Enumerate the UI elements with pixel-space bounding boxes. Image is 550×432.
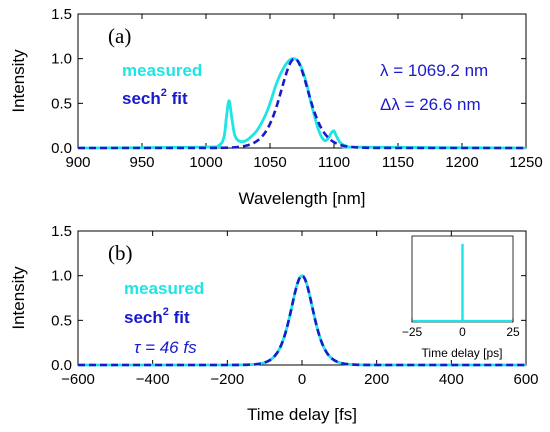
panel-b-legend-fit-sup: 2 xyxy=(163,306,169,318)
panel-a-legend-fit-suffix: fit xyxy=(167,89,188,108)
panel-a-y-ticks: 0.0 0.5 1.0 1.5 xyxy=(51,6,526,157)
panel-b-x-tick-label: 600 xyxy=(513,371,538,388)
panel-a-measured-line xyxy=(77,57,527,150)
panel-b-y-ticks: 0.0 0.5 1.0 1.5 xyxy=(51,223,526,374)
panel-b: 0.00.51.01.5 −600 −400 −200 0 200 400 600 (b) … xyxy=(9,223,539,424)
panel-a-x-ticks: 900 950 1000 1050 1100 1150 1200 1250 xyxy=(65,14,543,171)
panel-b-legend-fit-base: sech xyxy=(124,308,163,327)
panel-a-label: (a) xyxy=(108,24,131,48)
panel-b-y-tick-label: 0.0 xyxy=(51,357,72,374)
panel-b-legend-fit-suffix: fit xyxy=(169,308,190,327)
panel-a-y-label: Intensity xyxy=(9,49,28,113)
panel-a-x-tick-label: 1100 xyxy=(318,154,350,171)
panel-b-x-tick-label: −600 xyxy=(61,371,95,388)
panel-a-annotation-width: Δλ = 26.6 nm xyxy=(380,95,481,114)
panel-b-x-ticks: −600 −400 −200 0 200 400 600 xyxy=(61,231,539,388)
panel-a-x-tick-label: 1150 xyxy=(382,154,414,171)
panel-b-legend-fit: sech2 fit xyxy=(124,306,190,327)
panel-a-x-tick-label: 950 xyxy=(129,154,154,171)
panel-a-y-tick-label: 0.5 xyxy=(51,95,72,112)
panel-a-frame xyxy=(77,13,527,149)
panel-b-fit-line xyxy=(78,274,526,367)
panel-a-x-tick-label: 1050 xyxy=(253,154,286,171)
panel-a-legend-fit-base: sech xyxy=(122,89,161,108)
panel-b-y-tick-label: 1.0 xyxy=(51,268,72,285)
panel-b-x-tick-label: 400 xyxy=(439,371,464,388)
panel-b-inset: −25 0 25 Time delay [ps] xyxy=(402,235,520,360)
panel-b-x-tick-label: −400 xyxy=(136,371,170,388)
panel-a-legend-fit-sup: 2 xyxy=(161,87,167,99)
panel-a-legend-measured: measured xyxy=(122,61,202,80)
inset-x-tick-label: −25 xyxy=(402,325,423,339)
panel-a-x-tick-label: 1200 xyxy=(445,154,478,171)
panel-b-annotation-duration: τ = 46 fs xyxy=(134,338,197,357)
panel-b-x-tick-label: −200 xyxy=(210,371,244,388)
panel-a-annotation-center: λ = 1069.2 nm xyxy=(380,61,488,80)
panel-b-y-label: Intensity xyxy=(9,266,28,330)
panel-a: 0.0 0.5 1.0 1.5 900 950 1000 1050 1100 1150 1200 1… xyxy=(9,6,543,208)
panel-b-x-label: Time delay [fs] xyxy=(247,405,357,424)
panel-a-y-tick-label: 1.0 xyxy=(51,51,72,68)
inset-x-ticks: −25 0 25 xyxy=(402,318,520,339)
panel-a-x-tick-label: 1250 xyxy=(509,154,542,171)
panel-b-y-tick-label: 1.5 xyxy=(51,223,72,240)
panel-a-x-tick-label: 1000 xyxy=(189,154,222,171)
panel-b-legend-measured: measured xyxy=(124,279,204,298)
panel-b-y-tick-label: 0.5 xyxy=(51,312,72,329)
panel-b-label: (b) xyxy=(108,241,133,265)
panel-a-y-tick-label: 1.5 xyxy=(51,6,72,23)
inset-x-tick-label: 25 xyxy=(506,325,520,339)
inset-x-label: Time delay [ps] xyxy=(422,346,503,360)
panel-a-fit-line xyxy=(78,57,526,150)
panel-b-curves xyxy=(78,274,526,367)
panel-a-legend-fit: sech2 fit xyxy=(122,87,188,108)
panel-a-x-label: Wavelength [nm] xyxy=(239,189,366,208)
panel-b-x-tick-label: 200 xyxy=(364,371,389,388)
inset-x-tick-label: 0 xyxy=(459,325,466,339)
panel-a-x-tick-label: 900 xyxy=(65,154,90,171)
panel-b-x-tick-label: 0 xyxy=(298,371,306,388)
panel-a-y-tick-label: 0.0 xyxy=(51,140,72,157)
inset-curve xyxy=(413,243,512,323)
panel-a-curves xyxy=(77,57,527,150)
